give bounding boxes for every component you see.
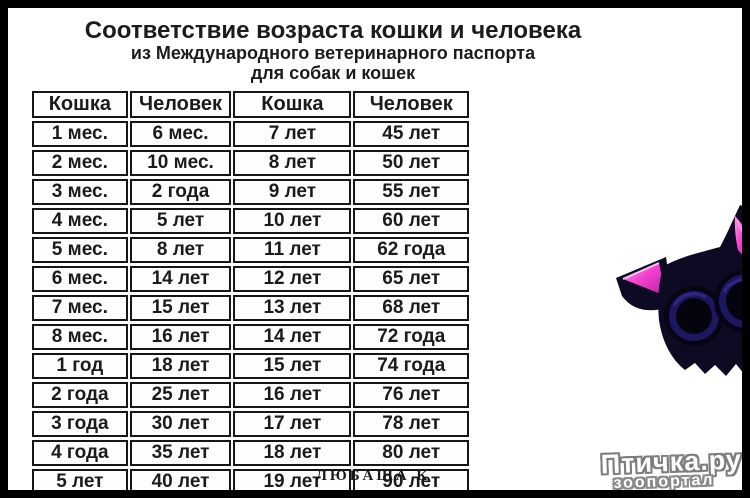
table-cell: 45 лет <box>353 121 469 147</box>
table-cell: 19 лет <box>233 469 352 490</box>
subtitle-line-1: из Международного ветеринарного паспорта <box>130 43 536 63</box>
table-cell: 17 лет <box>233 411 352 437</box>
age-table-head-row: Кошка Человек Кошка Человек <box>32 91 469 118</box>
column-header: Человек <box>353 91 469 118</box>
table-cell: 15 лет <box>233 353 352 379</box>
column-header: Человек <box>129 91 232 118</box>
table-cell: 76 лет <box>353 382 469 408</box>
table-cell: 2 года <box>129 179 232 205</box>
table-cell: 5 мес. <box>32 237 128 263</box>
table-cell: 3 мес. <box>32 179 128 205</box>
table-cell: 1 мес. <box>32 121 128 147</box>
table-row: 3 мес. 2 года 9 лет 55 лет <box>32 179 469 205</box>
black-cat-peeking-icon <box>616 205 742 376</box>
table-cell: 13 лет <box>233 295 352 321</box>
table-row: 6 мес. 14 лет 12 лет 65 лет <box>32 266 469 292</box>
table-cell: 18 лет <box>233 440 352 466</box>
table-row: 4 мес. 5 лет 10 лет 60 лет <box>32 208 469 234</box>
table-cell: 40 лет <box>129 469 232 490</box>
site-watermark: Птичка.ру зоопортал <box>600 445 742 490</box>
column-header: Кошка <box>32 91 128 118</box>
subtitle-line-2: для собак и кошек <box>250 63 416 83</box>
table-cell: 2 года <box>32 382 128 408</box>
table-cell: 7 лет <box>233 121 352 147</box>
table-cell: 14 лет <box>129 266 232 292</box>
table-row: 8 мес. 16 лет 14 лет 72 года <box>32 324 469 350</box>
table-row: 7 мес. 15 лет 13 лет 68 лет <box>32 295 469 321</box>
table-row: 5 мес. 8 лет 11 лет 62 года <box>32 237 469 263</box>
table-cell: 80 лет <box>353 440 469 466</box>
table-cell: 1 год <box>32 353 128 379</box>
table-cell: 35 лет <box>129 440 232 466</box>
table-cell: 65 лет <box>353 266 469 292</box>
cat-left-eye <box>664 286 724 346</box>
table-row: 2 года 25 лет 16 лет 76 лет <box>32 382 469 408</box>
table-cell: 25 лет <box>129 382 232 408</box>
table-cell: 74 года <box>353 353 469 379</box>
table-row: 1 мес. 6 мес. 7 лет 45 лет <box>32 121 469 147</box>
table-cell: 15 лет <box>129 295 232 321</box>
table-cell: 8 мес. <box>32 324 128 350</box>
table-cell: 78 лет <box>353 411 469 437</box>
table-row: 4 года 35 лет 18 лет 80 лет <box>32 440 469 466</box>
table-cell: 3 года <box>32 411 128 437</box>
table-cell: 12 лет <box>233 266 352 292</box>
column-header: Кошка <box>233 91 352 118</box>
cat-right-eye <box>714 269 742 333</box>
table-cell: 4 мес. <box>32 208 128 234</box>
table-cell: 10 лет <box>233 208 352 234</box>
table-cell: 6 мес. <box>32 266 128 292</box>
table-cell: 5 лет <box>32 469 128 490</box>
table-cell: 9 лет <box>233 179 352 205</box>
table-cell: 55 лет <box>353 179 469 205</box>
table-cell: 16 лет <box>129 324 232 350</box>
table-cell: 2 мес. <box>32 150 128 176</box>
table-cell: 7 мес. <box>32 295 128 321</box>
table-cell: 30 лет <box>129 411 232 437</box>
page-title: Соответствие возраста кошки и человека <box>84 17 582 44</box>
age-table-body: 1 мес. 6 мес. 7 лет 45 лет 2 мес. 10 мес. 8 ле… <box>32 121 469 490</box>
table-cell: 8 лет <box>233 150 352 176</box>
table-cell: 8 лет <box>129 237 232 263</box>
table-cell: 50 лет <box>353 150 469 176</box>
table-cell: 62 года <box>353 237 469 263</box>
author-signature: ЛЮБАША К <box>315 468 431 484</box>
table-cell: 16 лет <box>233 382 352 408</box>
table-cell: 68 лет <box>353 295 469 321</box>
table-cell: 60 лет <box>353 208 469 234</box>
table-cell: 5 лет <box>129 208 232 234</box>
table-cell: 6 мес. <box>129 121 232 147</box>
table-cell: 90 лет <box>353 469 469 490</box>
table-row: 3 года 30 лет 17 лет 78 лет <box>32 411 469 437</box>
table-cell: 14 лет <box>233 324 352 350</box>
table-cell: 10 мес. <box>129 150 232 176</box>
table-cell: 11 лет <box>233 237 352 263</box>
table-cell: 72 года <box>353 324 469 350</box>
cat-human-age-table: Кошка Человек Кошка Человек 1 мес. 6 мес. 7 л… <box>30 88 471 490</box>
table-cell: 4 года <box>32 440 128 466</box>
table-row: 2 мес. 10 мес. 8 лет 50 лет <box>32 150 469 176</box>
table-cell: 18 лет <box>129 353 232 379</box>
table-row: 5 лет 40 лет 19 лет 90 лет <box>32 469 469 490</box>
table-row: 1 год 18 лет 15 лет 74 года <box>32 353 469 379</box>
